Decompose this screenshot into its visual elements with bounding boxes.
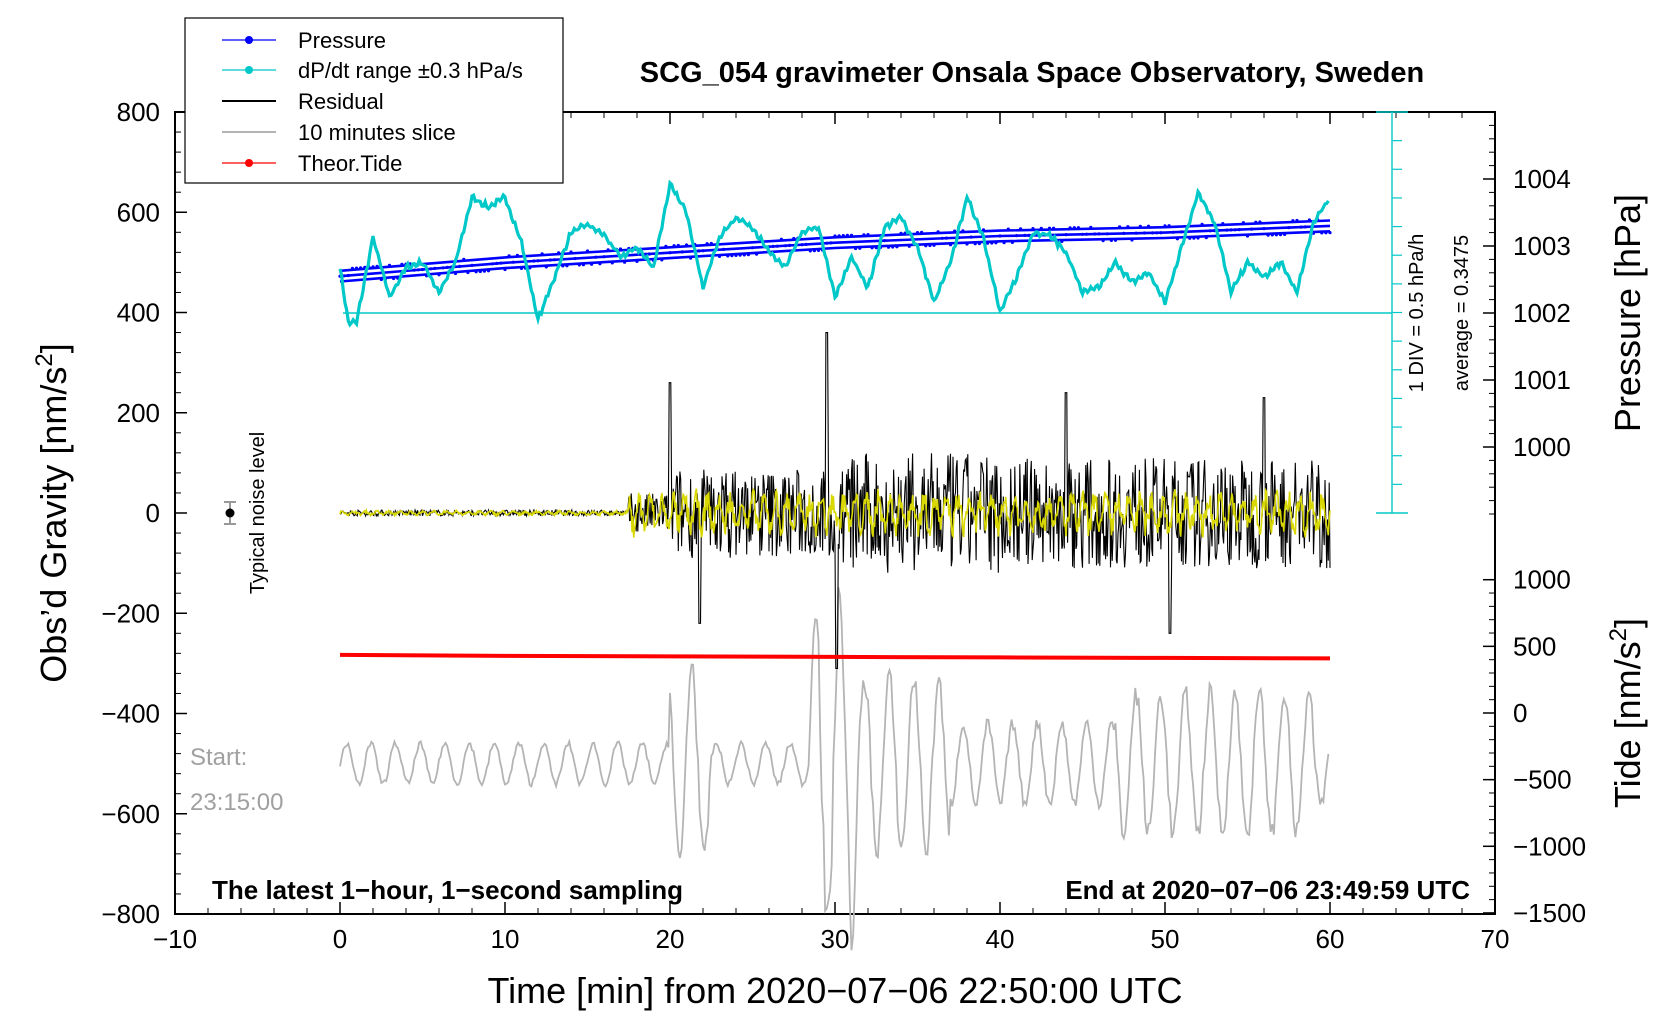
- x-tick-label: 60: [1316, 924, 1345, 954]
- series-pressure: [338, 218, 1332, 283]
- legend-item-residual: Residual: [222, 89, 384, 114]
- start-time: 23:15:00: [190, 789, 283, 816]
- noise-level-marker: [224, 501, 236, 525]
- series-layer: [338, 179, 1332, 951]
- y-tick-label: −400: [101, 699, 160, 729]
- tide-axis-label: Tide [nm/s2]: [1605, 618, 1648, 808]
- series-residual-filtered: [339, 487, 1331, 539]
- pressure-tick-label: 1003: [1513, 231, 1571, 261]
- y-tick-label: 800: [117, 97, 160, 127]
- x-tick-label: 20: [656, 924, 685, 954]
- x-axis-label: Time [min] from 2020−07−06 22:50:00 UTC: [487, 970, 1182, 1011]
- x-tick-label: 10: [491, 924, 520, 954]
- y-tick-label: −200: [101, 598, 160, 628]
- legend-item-tide: Theor.Tide: [222, 151, 402, 176]
- legend-item-dpdt: dP/dt range ±0.3 hPa/s: [222, 58, 523, 83]
- legend-item-slice: 10 minutes slice: [222, 120, 456, 145]
- x-tick-label: 0: [333, 924, 347, 954]
- tide-tick-label: 1000: [1513, 565, 1571, 595]
- x-tick-label: 70: [1481, 924, 1510, 954]
- x-tick-label: 30: [821, 924, 850, 954]
- legend-item-pressure: Pressure: [222, 28, 386, 53]
- pressure-tick-label: 1002: [1513, 298, 1571, 328]
- pressure-tick-label: 1001: [1513, 365, 1571, 395]
- start-label: Start:: [190, 744, 247, 771]
- pressure-trend-line: [339, 219, 1331, 273]
- series-dpdt: [338, 179, 1330, 328]
- y-tick-label: 0: [146, 498, 160, 528]
- legend-label-tide: Theor.Tide: [298, 151, 402, 176]
- pressure-tick-label: 1000: [1513, 432, 1571, 462]
- x-axis-ticks: −10 0 10 20 30 40 50 60 70: [153, 112, 1510, 954]
- tide-tick-label: −1500: [1513, 898, 1586, 928]
- pressure-trend-line: [339, 224, 1331, 278]
- noise-level-label: Typical noise level: [247, 432, 269, 594]
- y-tick-label: 200: [117, 398, 160, 428]
- pressure-axis-ticks: 1000 1001 1002 1003 1004: [1483, 124, 1571, 515]
- series-theor-tide: [339, 652, 1331, 661]
- x-tick-label: 50: [1151, 924, 1180, 954]
- tide-tick-label: 500: [1513, 631, 1556, 661]
- scale-average-label: average = 0.3475: [1451, 235, 1473, 391]
- y-tick-label: 600: [117, 197, 160, 227]
- tide-tick-label: −500: [1513, 765, 1572, 795]
- footer-right: End at 2020−07−06 23:49:59 UTC: [1065, 875, 1470, 905]
- tide-tick-label: 0: [1513, 698, 1527, 728]
- y-tick-label: 400: [117, 298, 160, 328]
- legend-label-residual: Residual: [298, 89, 384, 114]
- tide-tick-label: −1000: [1513, 831, 1586, 861]
- series-residual: [339, 332, 1331, 669]
- x-tick-label: −10: [153, 924, 197, 954]
- y-axis-label-left: Obs’d Gravity [nm/s2]: [31, 343, 74, 682]
- pressure-tick-label: 1004: [1513, 164, 1571, 194]
- y-tick-label: −800: [101, 899, 160, 929]
- legend: Pressure dP/dt range ±0.3 hPa/s Residual…: [184, 17, 564, 184]
- x-tick-label: 40: [986, 924, 1015, 954]
- y-axis-ticks: −800 −600 −400 −200 0 200 400 600 800: [101, 97, 187, 929]
- chart-title: SCG_054 gravimeter Onsala Space Observat…: [640, 57, 1424, 89]
- pressure-axis-label: Pressure [hPa]: [1607, 194, 1648, 432]
- pressure-trend-line: [339, 230, 1331, 283]
- series-10-minutes-slice: [339, 586, 1330, 951]
- legend-label-slice: 10 minutes slice: [298, 120, 456, 145]
- scale-div-label: 1 DIV = 0.5 hPa/h: [1406, 234, 1428, 392]
- legend-label-pressure: Pressure: [298, 28, 386, 53]
- legend-label-dpdt: dP/dt range ±0.3 hPa/s: [298, 58, 523, 83]
- tide-axis-ticks: −1500 −1000 −500 0 500 1000: [1483, 565, 1586, 928]
- footer-left: The latest 1−hour, 1−second sampling: [212, 875, 683, 905]
- y-tick-label: −600: [101, 799, 160, 829]
